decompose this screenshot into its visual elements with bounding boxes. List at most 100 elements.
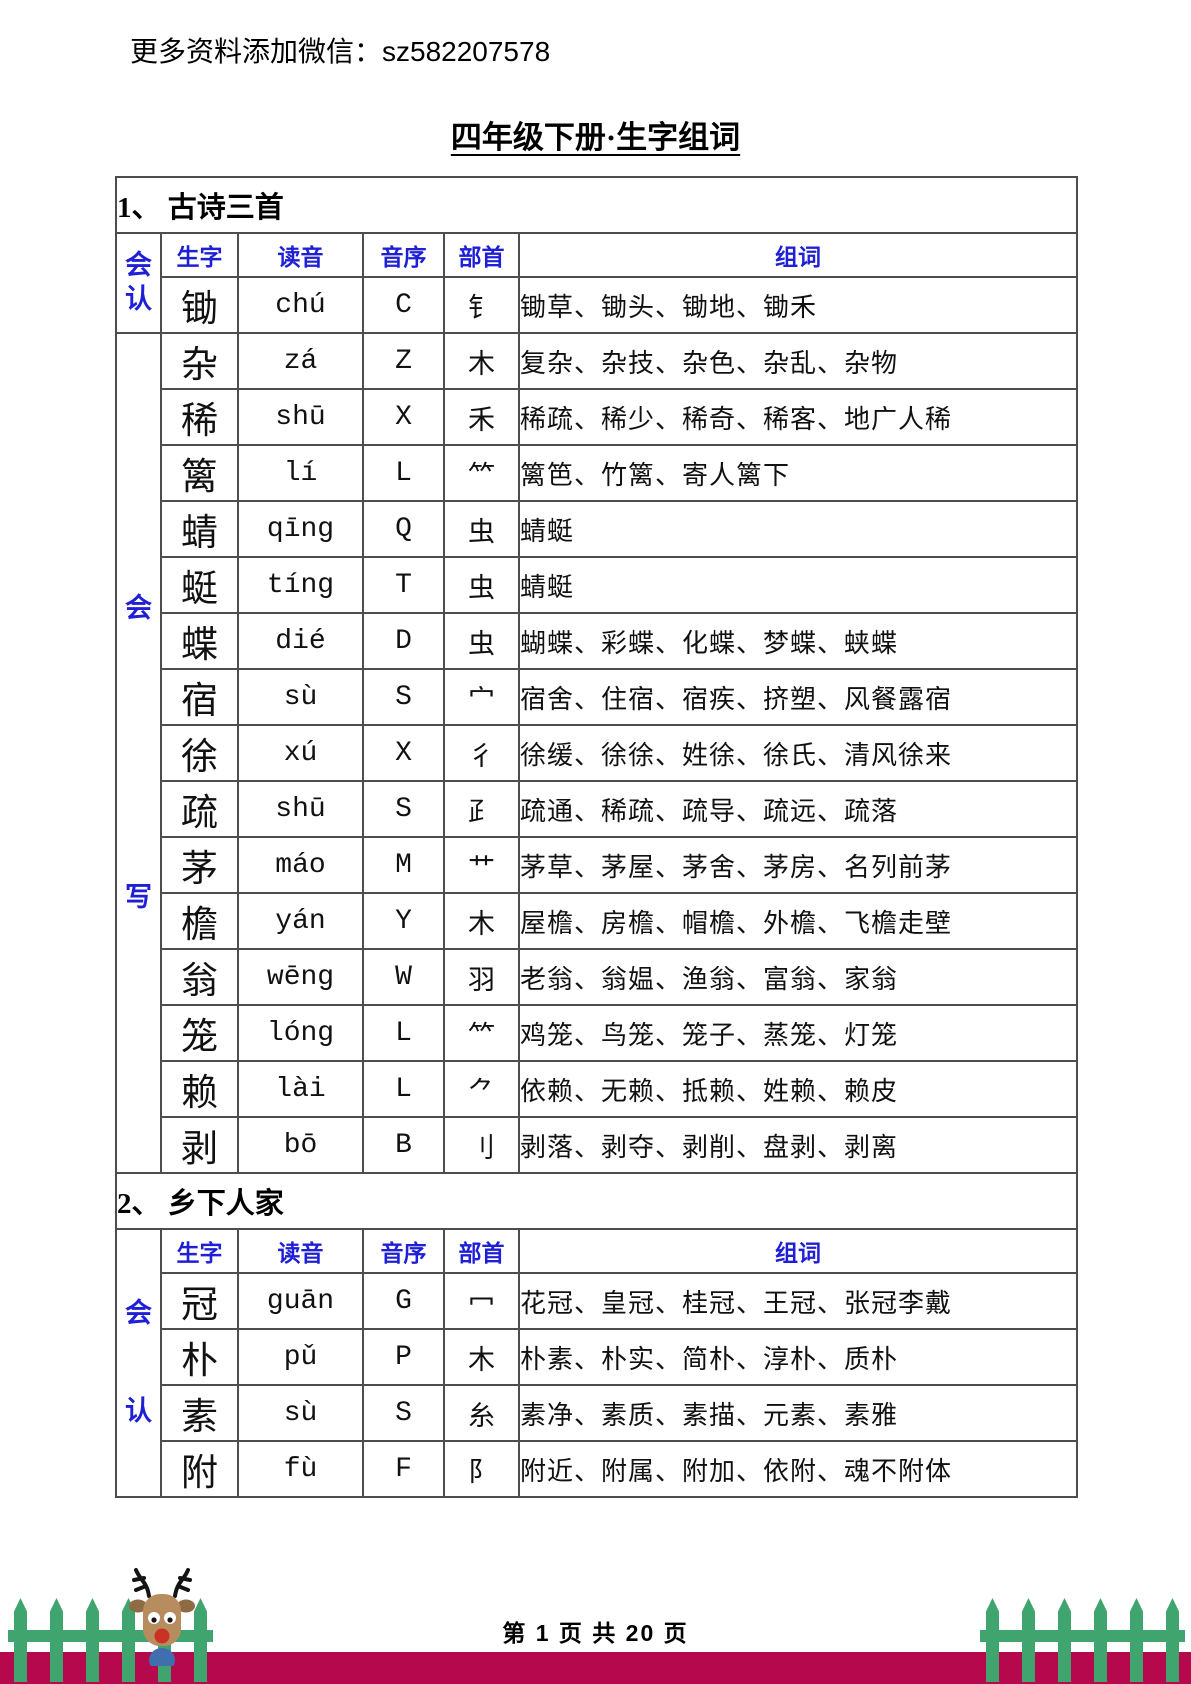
fence-picket bbox=[1022, 1598, 1035, 1682]
vocab-table-body: 1、 古诗三首会认生字 读音 音序 部首 组词锄 chú C 钅锄草、锄头、锄地、锄禾会写杂 z… bbox=[114, 176, 1079, 1498]
char-cell: 朴 bbox=[160, 1328, 239, 1386]
section-title: 2、 乡下人家 bbox=[114, 1172, 1079, 1230]
char-cell: 稀 bbox=[160, 388, 239, 446]
char-cell: 冠 bbox=[160, 1272, 239, 1330]
vocab-row: 笼 lóng L ⺮鸡笼、鸟笼、笼子、蒸笼、灯笼 bbox=[116, 1004, 1079, 1062]
pinyin-cell: yán bbox=[237, 892, 364, 950]
fence-picket bbox=[14, 1598, 27, 1682]
side-label-wrap: 会认 bbox=[118, 235, 159, 331]
vocab-row: 锄 chú C 钅锄草、锄头、锄地、锄禾 bbox=[116, 276, 1079, 334]
side-label-wrap: 会认 bbox=[118, 1231, 159, 1495]
radical-cell: ⺮ bbox=[443, 1004, 520, 1062]
column-header-1: 读音 bbox=[237, 1228, 364, 1274]
words-cell: 蜻蜓 bbox=[517, 556, 1079, 614]
side-label-char: 会 bbox=[125, 1297, 152, 1328]
char-cell: 剥 bbox=[160, 1116, 239, 1174]
initial-cell: L bbox=[362, 1004, 445, 1062]
pinyin-cell: sù bbox=[237, 668, 364, 726]
radical-cell: 冖 bbox=[443, 1272, 520, 1330]
words-cell: 鸡笼、鸟笼、笼子、蒸笼、灯笼 bbox=[517, 1004, 1079, 1062]
vocab-row: 徐 xú X 彳徐缓、徐徐、姓徐、徐氏、清风徐来 bbox=[116, 724, 1079, 782]
fence-right bbox=[980, 1598, 1185, 1682]
vocab-row: 附 fù F 阝附近、附属、附加、依附、魂不附体 bbox=[116, 1440, 1079, 1498]
radical-cell: 羽 bbox=[443, 948, 520, 1006]
vocab-row: 蜓 tíng T 虫蜻蜓 bbox=[116, 556, 1079, 614]
column-header-1: 读音 bbox=[237, 232, 364, 278]
side-label-char: 认 bbox=[125, 284, 152, 314]
fence-picket bbox=[1130, 1598, 1143, 1682]
radical-cell: 艹 bbox=[443, 836, 520, 894]
words-cell: 稀疏、稀少、稀奇、稀客、地广人稀 bbox=[517, 388, 1079, 446]
radical-cell: ⺮ bbox=[443, 444, 520, 502]
page-number: 第 1 页 共 20 页 bbox=[502, 1620, 689, 1646]
pinyin-cell: lí bbox=[237, 444, 364, 502]
vocab-row: 剥 bō B 刂剥落、剥夺、剥削、盘剥、剥离 bbox=[116, 1116, 1079, 1174]
column-header-0: 生字 bbox=[160, 1228, 239, 1274]
radical-cell: 宀 bbox=[443, 668, 520, 726]
side-label-会认: 会认 bbox=[115, 232, 162, 334]
section-title: 1、 古诗三首 bbox=[114, 176, 1079, 234]
words-cell: 锄草、锄头、锄地、锄禾 bbox=[517, 276, 1079, 334]
radical-cell: 木 bbox=[443, 892, 520, 950]
char-cell: 篱 bbox=[160, 444, 239, 502]
initial-cell: S bbox=[362, 780, 445, 838]
initial-cell: X bbox=[362, 388, 445, 446]
char-cell: 蝶 bbox=[160, 612, 239, 670]
initial-cell: S bbox=[362, 1384, 445, 1442]
vocab-row: 冠 guān G 冖花冠、皇冠、桂冠、王冠、张冠李戴 bbox=[116, 1272, 1079, 1330]
pinyin-cell: lài bbox=[237, 1060, 364, 1118]
side-label-wrap: 会写 bbox=[118, 335, 159, 1171]
words-cell: 剥落、剥夺、剥削、盘剥、剥离 bbox=[517, 1116, 1079, 1174]
section-header-row: 2、 乡下人家 bbox=[114, 1172, 1079, 1230]
pinyin-cell: shū bbox=[237, 780, 364, 838]
column-header-2: 音序 bbox=[362, 232, 445, 278]
pinyin-cell: chú bbox=[237, 276, 364, 334]
page-title: 四年级下册·生字组词 bbox=[450, 120, 741, 155]
initial-cell: F bbox=[362, 1440, 445, 1498]
vocab-row: 檐 yán Y 木屋檐、房檐、帽檐、外檐、飞檐走壁 bbox=[116, 892, 1079, 950]
char-cell: 赖 bbox=[160, 1060, 239, 1118]
radical-cell: 彳 bbox=[443, 724, 520, 782]
radical-cell: 阝 bbox=[443, 1440, 520, 1498]
radical-cell: 虫 bbox=[443, 612, 520, 670]
words-cell: 依赖、无赖、抵赖、姓赖、赖皮 bbox=[517, 1060, 1079, 1118]
words-cell: 附近、附属、附加、依附、魂不附体 bbox=[517, 1440, 1079, 1498]
char-cell: 宿 bbox=[160, 668, 239, 726]
pinyin-cell: wēng bbox=[237, 948, 364, 1006]
initial-cell: L bbox=[362, 444, 445, 502]
fence-left bbox=[8, 1598, 213, 1682]
words-cell: 蜻蜓 bbox=[517, 500, 1079, 558]
words-cell: 疏通、稀疏、疏导、疏远、疏落 bbox=[517, 780, 1079, 838]
initial-cell: Z bbox=[362, 332, 445, 390]
initial-cell: B bbox=[362, 1116, 445, 1174]
vocab-row: 宿 sù S 宀宿舍、住宿、宿疾、挤塑、风餐露宿 bbox=[116, 668, 1079, 726]
char-cell: 锄 bbox=[160, 276, 239, 334]
column-header-4: 组词 bbox=[517, 232, 1079, 278]
words-cell: 屋檐、房檐、帽檐、外檐、飞檐走壁 bbox=[517, 892, 1079, 950]
vocab-row: 篱 lí L ⺮篱笆、竹篱、寄人篱下 bbox=[116, 444, 1079, 502]
side-label-char: 会 bbox=[125, 250, 152, 281]
radical-cell: 禾 bbox=[443, 388, 520, 446]
fence-picket bbox=[1094, 1598, 1107, 1682]
words-cell: 宿舍、住宿、宿疾、挤塑、风餐露宿 bbox=[517, 668, 1079, 726]
fence-picket bbox=[86, 1598, 99, 1682]
char-cell: 附 bbox=[160, 1440, 239, 1498]
words-cell: 朴素、朴实、简朴、淳朴、质朴 bbox=[517, 1328, 1079, 1386]
words-cell: 花冠、皇冠、桂冠、王冠、张冠李戴 bbox=[517, 1272, 1079, 1330]
section-header-row: 1、 古诗三首 bbox=[114, 176, 1079, 234]
column-header-3: 部首 bbox=[443, 1228, 520, 1274]
fence-picket bbox=[986, 1598, 999, 1682]
char-cell: 笼 bbox=[160, 1004, 239, 1062]
vocab-row: 朴 pǔ P 木朴素、朴实、简朴、淳朴、质朴 bbox=[116, 1328, 1079, 1386]
radical-cell: ⺈ bbox=[443, 1060, 520, 1118]
vocab-row: 翁 wēng W 羽老翁、翁媪、渔翁、富翁、家翁 bbox=[116, 948, 1079, 1006]
pinyin-cell: dié bbox=[237, 612, 364, 670]
initial-cell: S bbox=[362, 668, 445, 726]
pinyin-cell: xú bbox=[237, 724, 364, 782]
vocab-row: 会写杂 zá Z 木复杂、杂技、杂色、杂乱、杂物 bbox=[115, 332, 1079, 1174]
fence-picket bbox=[194, 1598, 207, 1682]
pinyin-cell: pǔ bbox=[237, 1328, 364, 1386]
char-cell: 翁 bbox=[160, 948, 239, 1006]
initial-cell: L bbox=[362, 1060, 445, 1118]
pinyin-cell: zá bbox=[237, 332, 364, 390]
